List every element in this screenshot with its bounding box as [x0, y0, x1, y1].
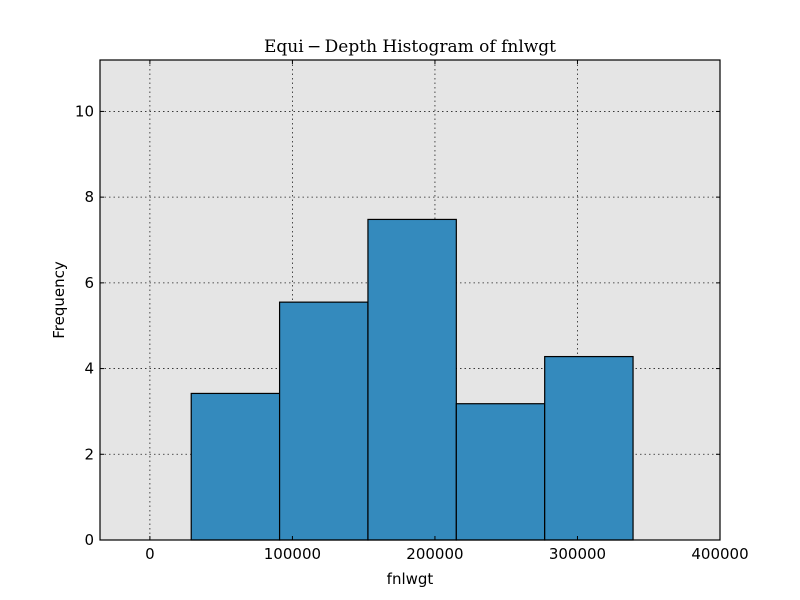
y-axis-label: Frequency [50, 261, 68, 339]
y-tick-label: 2 [84, 445, 94, 463]
y-tick-label: 10 [75, 102, 94, 120]
plot-frame [99, 59, 721, 541]
chart-title: Equi − Depth Histogram of fnlwgt [264, 37, 556, 57]
y-tick-label: 8 [84, 188, 94, 206]
x-axis-label: fnlwgt [387, 570, 434, 588]
x-tick-label: 100000 [264, 545, 321, 563]
histogram-bar [278, 301, 369, 541]
histogram-bar [190, 392, 281, 541]
y-tick-label: 6 [84, 274, 94, 292]
y-tick-label: 0 [84, 531, 94, 549]
axis-ticks: 0 100000 200000 300000 400000 0 2 4 6 8 10 [75, 60, 749, 563]
x-tick-label: 300000 [549, 545, 606, 563]
histogram-bar [367, 218, 457, 541]
histogram-bar [455, 403, 546, 541]
y-tick-label: 4 [84, 360, 94, 378]
x-tick-label: 200000 [406, 545, 463, 563]
x-tick-label: 0 [145, 545, 155, 563]
bars [190, 218, 634, 541]
x-tick-label: 400000 [691, 545, 748, 563]
histogram-bar [544, 355, 634, 541]
